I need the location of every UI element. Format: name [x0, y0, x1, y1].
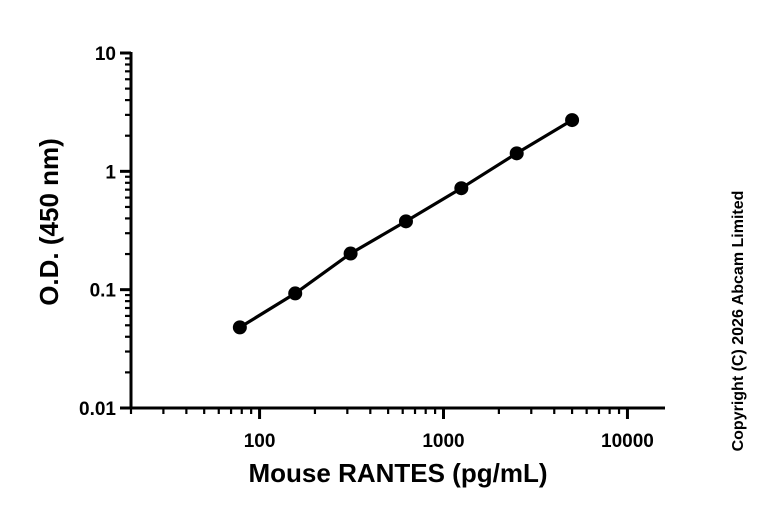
x-tick-label: 100 [244, 431, 276, 452]
x-axis-title: Mouse RANTES (pg/mL) [249, 458, 548, 488]
data-point [398, 214, 413, 229]
y-axis [120, 51, 133, 410]
x-tick-label: 1000 [422, 431, 464, 452]
y-tick-label: 10 [95, 44, 116, 65]
data-point [509, 146, 524, 161]
x-tick-labels: 100 1000 10000 [244, 431, 654, 452]
data-point [232, 320, 247, 335]
y-axis-title: O.D. (450 nm) [34, 138, 64, 306]
data-point [565, 113, 580, 128]
data-point [343, 246, 358, 261]
data-point [454, 181, 469, 196]
y-tick-label: 1 [105, 162, 116, 183]
copyright-notice: Copyright (C) 2026 Abcam Limited [730, 191, 747, 452]
y-tick-label: 0.01 [79, 399, 116, 420]
y-tick-label: 0.1 [90, 281, 117, 302]
data-point [288, 286, 303, 301]
y-tick-labels: 0.01 0.1 1 10 [79, 44, 116, 420]
x-tick-label: 10000 [601, 431, 654, 452]
x-axis [129, 406, 665, 419]
series-points [232, 113, 580, 335]
